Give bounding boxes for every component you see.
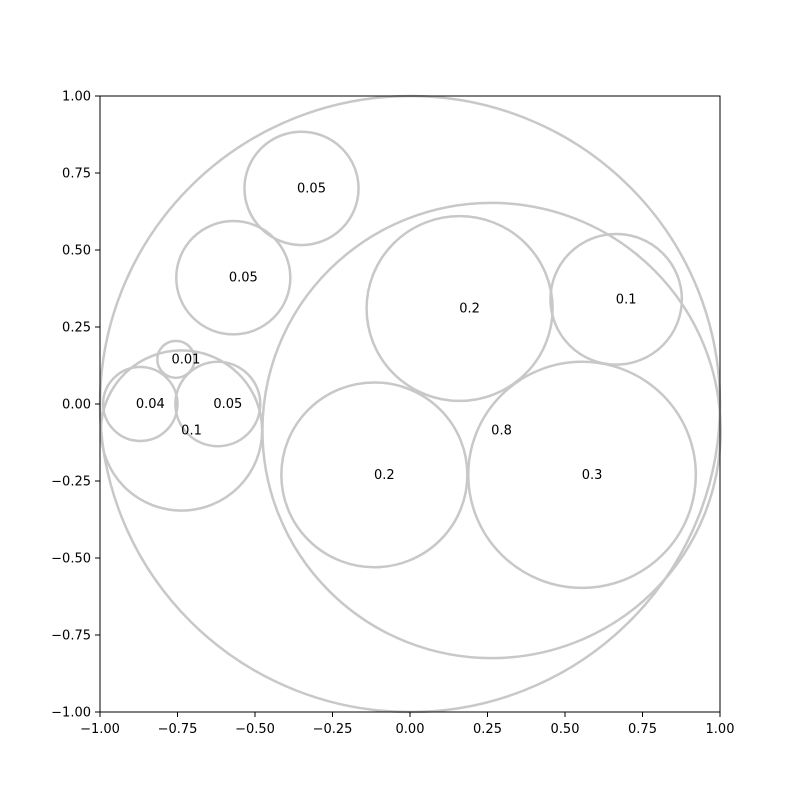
x-tick-label-7: 0.75 bbox=[628, 722, 657, 737]
circle-label-2: 0.1 bbox=[181, 423, 202, 438]
x-tick-label-5: 0.25 bbox=[473, 722, 502, 737]
circle-label-11: 0.05 bbox=[213, 397, 242, 412]
y-tick-label-0: 1.00 bbox=[62, 90, 91, 105]
circle-label-3: 0.05 bbox=[297, 181, 326, 196]
circle-11 bbox=[174, 360, 262, 448]
circle-10 bbox=[156, 339, 196, 380]
x-tick-label-3: −0.25 bbox=[313, 722, 353, 737]
x-tick-label-8: 1.00 bbox=[706, 722, 735, 737]
circle-labels-layer: 0.8 0.1 0.05 0.05 0.2 0.1 0.2 0.3 0.04 0.01 0.05 bbox=[136, 181, 637, 482]
x-tick-label-2: −0.50 bbox=[235, 722, 275, 737]
y-tick-label-2: 0.50 bbox=[62, 244, 91, 259]
circle-0 bbox=[98, 94, 722, 714]
circle-6 bbox=[549, 232, 684, 366]
x-tick-label-0: −1.00 bbox=[80, 722, 120, 737]
circle-label-6: 0.1 bbox=[616, 292, 637, 307]
x-tick-label-6: 0.50 bbox=[551, 722, 580, 737]
circle-label-4: 0.05 bbox=[229, 271, 258, 286]
circle-label-8: 0.3 bbox=[582, 468, 603, 483]
y-tick-label-6: −0.50 bbox=[51, 552, 91, 567]
x-axis-ticks: −1.00 −0.75 −0.50 −0.25 0.00 0.25 0.50 0.75 1.00 bbox=[80, 712, 734, 737]
circle-label-10: 0.01 bbox=[171, 352, 200, 367]
circle-5 bbox=[365, 214, 554, 403]
circles-layer bbox=[98, 94, 722, 714]
circle-4 bbox=[175, 219, 292, 336]
circle-label-5: 0.2 bbox=[459, 302, 480, 317]
y-tick-label-3: 0.25 bbox=[62, 321, 91, 336]
circle-label-7: 0.2 bbox=[374, 468, 395, 483]
y-tick-label-1: 0.75 bbox=[62, 167, 91, 182]
y-axis-ticks: 1.00 0.75 0.50 0.25 0.00 −0.25 −0.50 −0.75 −1.00 bbox=[51, 90, 100, 721]
circle-2 bbox=[99, 349, 264, 512]
y-tick-label-7: −0.75 bbox=[51, 629, 91, 644]
circle-label-1: 0.8 bbox=[491, 423, 512, 438]
x-tick-label-4: 0.00 bbox=[396, 722, 425, 737]
y-tick-label-4: 0.00 bbox=[62, 398, 91, 413]
y-tick-label-5: −0.25 bbox=[51, 475, 91, 490]
circle-9 bbox=[101, 365, 179, 443]
circle-8 bbox=[467, 360, 698, 590]
x-tick-label-1: −0.75 bbox=[158, 722, 198, 737]
y-tick-label-8: −1.00 bbox=[51, 706, 91, 721]
axes-frame bbox=[99, 95, 721, 713]
circle-label-9: 0.04 bbox=[136, 397, 165, 412]
circle-3 bbox=[243, 130, 360, 247]
